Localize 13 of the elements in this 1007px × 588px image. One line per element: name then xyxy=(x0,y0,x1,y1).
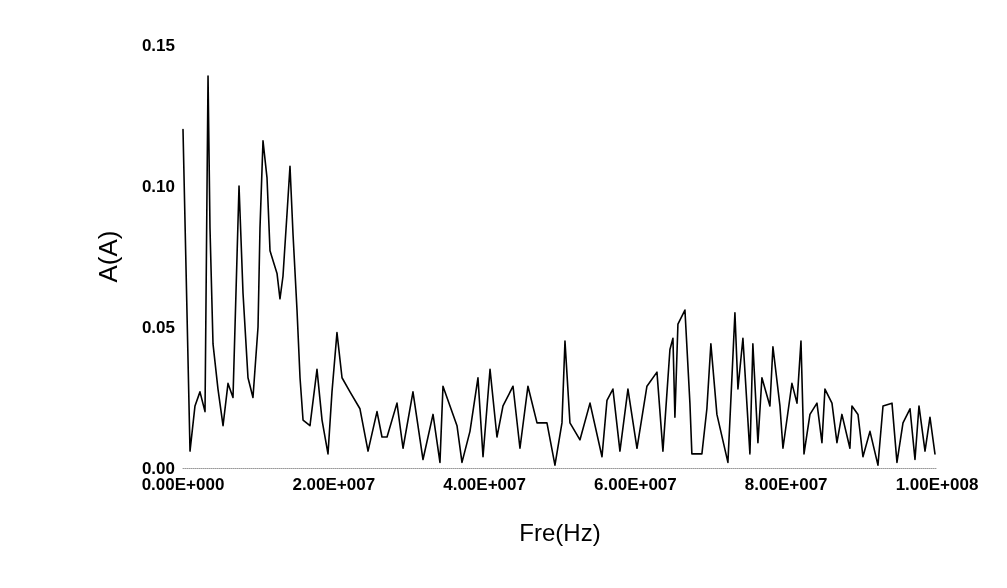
x-tick-label: 6.00E+007 xyxy=(594,475,677,494)
x-axis-title: Fre(Hz) xyxy=(519,518,601,546)
y-tick-label: 0.15 xyxy=(141,35,175,55)
x-tick-label: 8.00E+007 xyxy=(744,475,828,494)
line-series xyxy=(182,75,936,466)
x-tick-label: 2.00E+007 xyxy=(292,475,376,494)
y-axis-title: A(A) xyxy=(93,230,123,283)
x-tick-label: 1.00E+008 xyxy=(895,475,979,494)
y-tick-label: 0.05 xyxy=(141,317,175,337)
y-tick-label: 0.00 xyxy=(141,458,175,478)
y-tick-label: 0.10 xyxy=(141,176,175,196)
x-tick-label: 4.00E+007 xyxy=(443,475,526,494)
x-tick-label: 0.00E+000 xyxy=(141,475,225,494)
